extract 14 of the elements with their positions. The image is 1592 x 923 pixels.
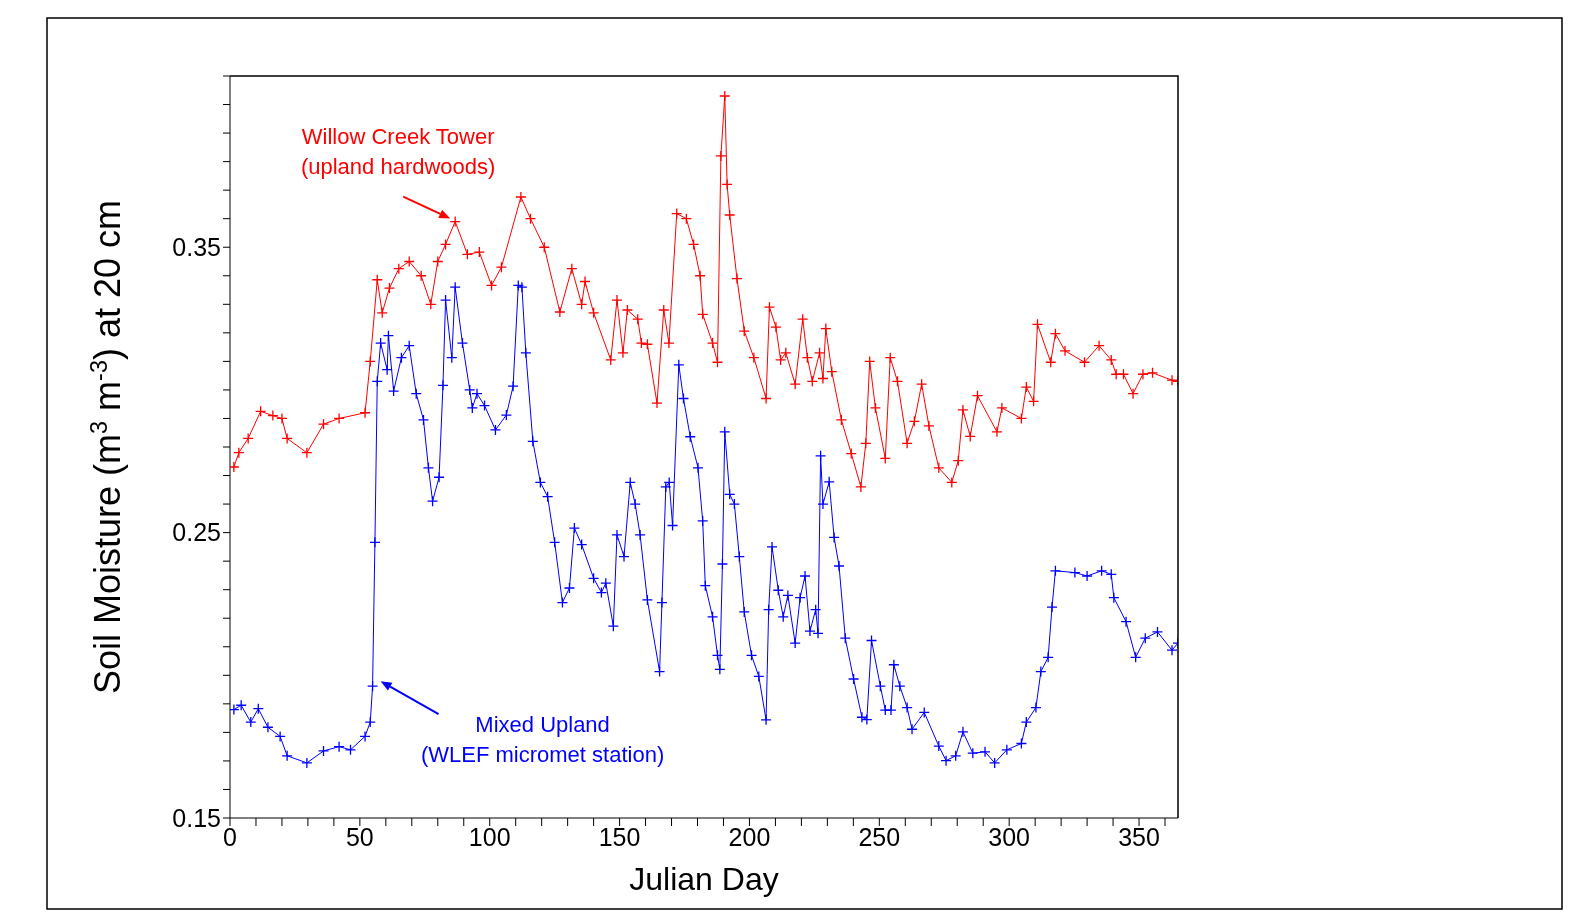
y-tick-label: 0.15 <box>172 803 221 832</box>
x-tick-label: 100 <box>468 822 511 851</box>
x-tick-label: 50 <box>345 822 374 851</box>
x-tick-label: 300 <box>988 822 1031 851</box>
x-tick-label: 200 <box>728 822 771 851</box>
y-tick-label: 0.25 <box>172 518 221 547</box>
x-axis-title: Julian Day <box>629 861 779 897</box>
x-tick-label: 150 <box>598 822 641 851</box>
x-tick-label: 350 <box>1118 822 1160 851</box>
x-tick-label: 250 <box>858 822 901 851</box>
y-tick-label: 0.35 <box>172 233 221 262</box>
annotation: Willow Creek Tower (upland hardwoods) <box>300 123 496 179</box>
annotation: Mixed Upland (WLEF micromet station) <box>420 712 665 768</box>
x-tick-label: 0 <box>223 822 237 851</box>
